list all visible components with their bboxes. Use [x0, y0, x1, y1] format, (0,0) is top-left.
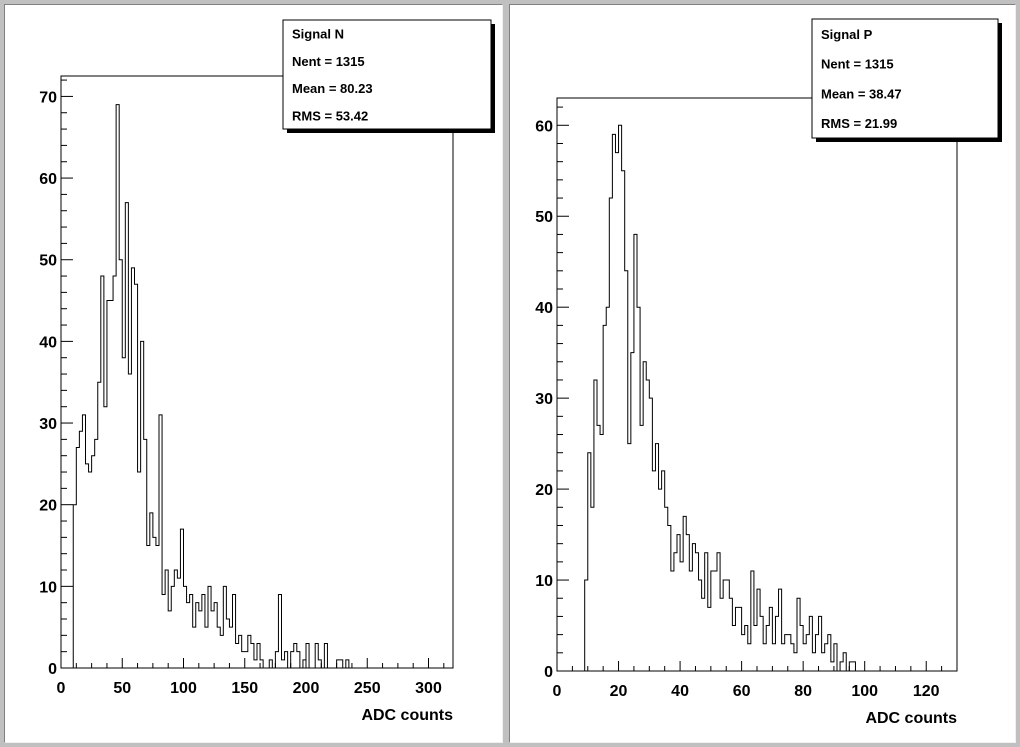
pad-signal-p: 0 20 40 60 80 100 120 0 10 20 30 40 50 60 ADC counts Si…	[509, 4, 1016, 743]
stats-box-frame	[811, 18, 999, 139]
plot-frame	[60, 75, 454, 669]
y-tick-label: 20	[535, 482, 553, 499]
y-tick-label: 40	[535, 300, 553, 317]
x-tick-label: 60	[733, 683, 751, 700]
y-tick-label: 0	[544, 664, 553, 681]
x-tick-label: 100	[851, 683, 878, 700]
x-tick-label: 100	[170, 680, 197, 697]
y-tick-label: 50	[535, 209, 553, 226]
stats-title: Signal N	[292, 27, 344, 42]
histogram-line	[584, 124, 905, 672]
y-tick-label: 70	[39, 89, 57, 106]
y-tick-label: 10	[535, 573, 553, 590]
x-tick-label: 80	[794, 683, 812, 700]
histogram-signal-n: 0 50 100 150 200 250 300 0 10 20 30 40 50 60 70 ADC cou…	[39, 19, 495, 724]
y-tick-label: 60	[39, 171, 57, 188]
plot-frame	[556, 97, 958, 672]
y-tick-label: 20	[39, 498, 57, 515]
y-tick-label: 50	[39, 253, 57, 270]
stats-nent: Nent = 1315	[292, 54, 365, 69]
x-tick-label: 40	[671, 683, 689, 700]
stats-title: Signal P	[821, 27, 873, 42]
x-tick-label: 150	[231, 680, 258, 697]
x-axis-title: ADC counts	[361, 707, 453, 724]
y-tick-label: 60	[535, 118, 553, 135]
pad-signal-n: 0 50 100 150 200 250 300 0 10 20 30 40 50 60 70 ADC cou…	[4, 4, 503, 743]
stats-mean: Mean = 80.23	[292, 81, 373, 96]
x-tick-label: 120	[913, 683, 940, 700]
y-tick-label: 40	[39, 334, 57, 351]
stats-rms: RMS = 53.42	[292, 108, 368, 123]
y-tick-label: 0	[48, 661, 57, 678]
x-tick-label: 200	[293, 680, 320, 697]
x-axis-title: ADC counts	[865, 710, 957, 727]
y-tick-label: 30	[39, 416, 57, 433]
stats-rms: RMS = 21.99	[821, 116, 897, 131]
histogram-signal-p: 0 20 40 60 80 100 120 0 10 20 30 40 50 60 ADC counts Si…	[535, 18, 1002, 727]
stats-box: Signal P Nent = 1315 Mean = 38.47 RMS = 21.…	[811, 18, 1002, 142]
x-tick-label: 50	[113, 680, 131, 697]
y-tick-label: 10	[39, 579, 57, 596]
x-tick-label: 250	[354, 680, 381, 697]
stats-nent: Nent = 1315	[821, 57, 894, 72]
histogram-line	[72, 104, 355, 669]
x-tick-label: 0	[553, 683, 562, 700]
x-tick-label: 20	[610, 683, 628, 700]
stats-box: Signal N Nent = 1315 Mean = 80.23 RMS = 53.…	[282, 19, 495, 133]
stats-box-frame	[282, 19, 492, 130]
stats-mean: Mean = 38.47	[821, 86, 902, 101]
x-tick-label: 300	[415, 680, 442, 697]
x-tick-label: 0	[57, 680, 66, 697]
y-tick-label: 30	[535, 391, 553, 408]
